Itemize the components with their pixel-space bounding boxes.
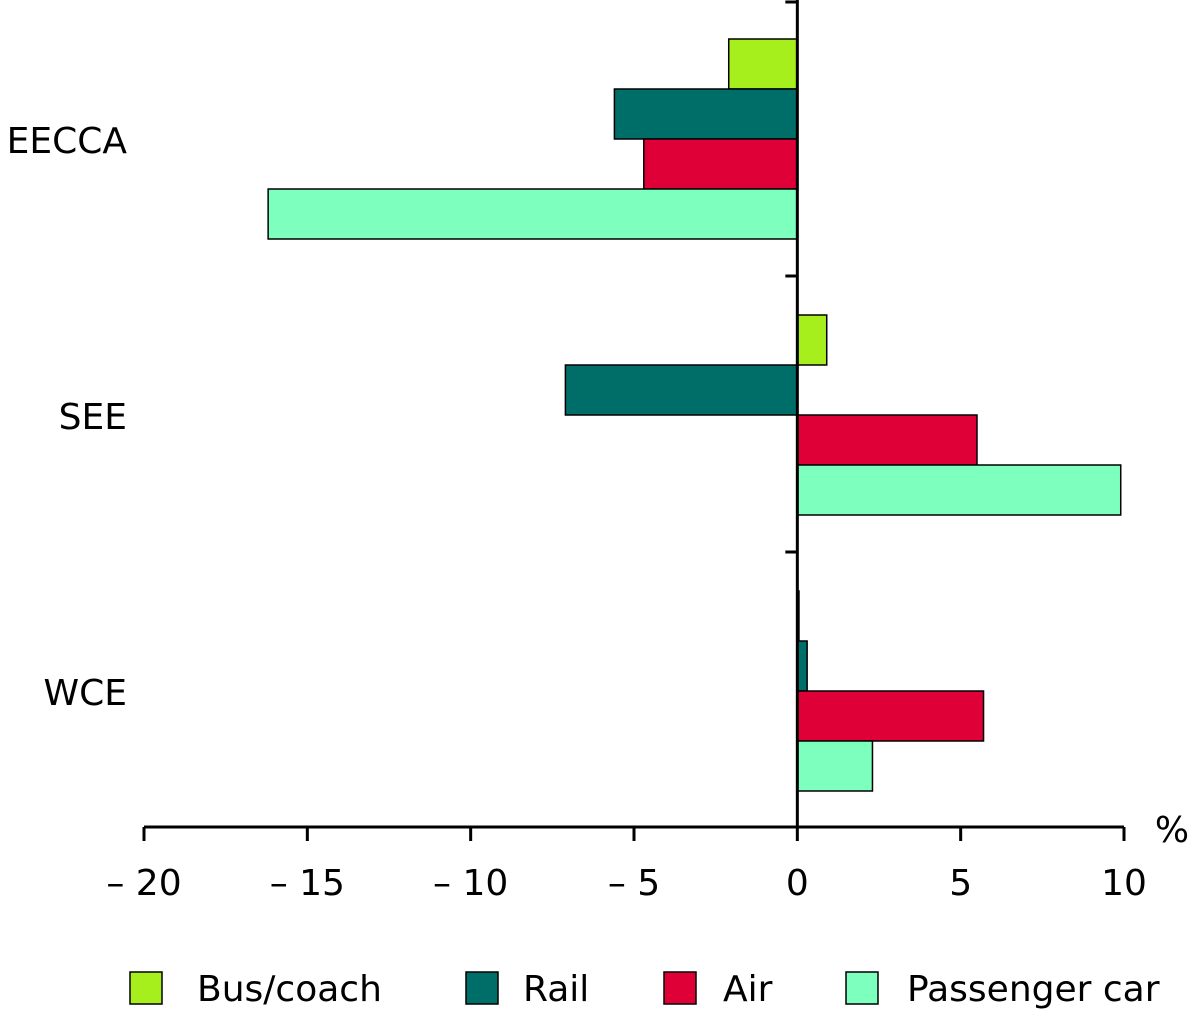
x-tick-label: 10 xyxy=(1101,863,1147,904)
legend-swatch-bus-coach xyxy=(129,971,163,1005)
x-tick-label: – 15 xyxy=(270,863,345,904)
bar-see-bus-coach xyxy=(796,314,828,366)
bar-wce-passenger-car xyxy=(796,740,874,792)
labels-layer: EECCA SEE WCE – 20 – 15 – 10 – 5 0 5 10% xyxy=(7,121,1190,904)
x-axis-unit-label: % xyxy=(1155,810,1189,851)
legend-label-bus-coach: Bus/coach xyxy=(197,969,382,1010)
category-label-eecca: EECCA xyxy=(7,121,128,162)
legend: Bus/coach Rail Air Passenger car xyxy=(129,969,1160,1010)
bars-layer xyxy=(267,38,1122,792)
x-tick-label: 0 xyxy=(786,863,809,904)
legend-label-air: Air xyxy=(723,969,773,1010)
category-label-see: SEE xyxy=(59,397,127,438)
bar-wce-air xyxy=(796,690,985,742)
bar-eecca-passenger-car xyxy=(267,188,799,240)
x-tick-label: – 20 xyxy=(106,863,181,904)
bar-eecca-air xyxy=(643,138,799,190)
bar-see-passenger-car xyxy=(796,464,1122,516)
legend-swatch-air xyxy=(663,971,697,1005)
bar-see-rail xyxy=(564,364,799,416)
legend-label-rail: Rail xyxy=(523,969,589,1010)
legend-label-passenger-car: Passenger car xyxy=(907,969,1160,1010)
axes-layer xyxy=(142,0,1126,841)
bar-eecca-bus-coach xyxy=(727,38,799,90)
category-label-wce: WCE xyxy=(44,673,127,714)
bar-see-air xyxy=(796,414,978,466)
x-tick-label: – 10 xyxy=(433,863,508,904)
legend-swatch-rail xyxy=(465,971,499,1005)
x-tick-label: 5 xyxy=(949,863,972,904)
bar-eecca-rail xyxy=(613,88,799,140)
legend-swatch-passenger-car xyxy=(845,971,879,1005)
x-tick-label: – 5 xyxy=(608,863,660,904)
